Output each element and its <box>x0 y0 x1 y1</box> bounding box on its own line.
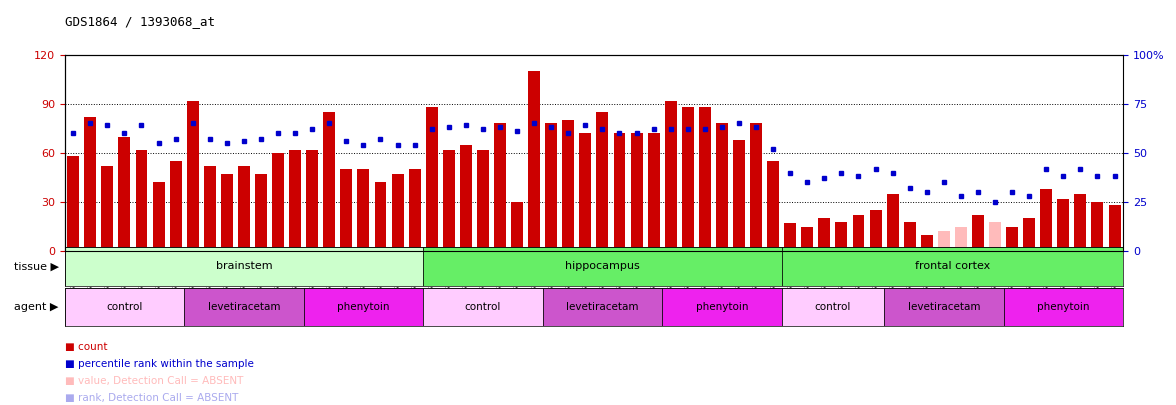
Bar <box>562 120 574 251</box>
Text: brainstem: brainstem <box>215 261 272 271</box>
Bar <box>1041 189 1053 251</box>
Bar <box>85 117 96 251</box>
Bar <box>887 194 898 251</box>
Bar <box>1057 199 1069 251</box>
Bar <box>682 107 694 251</box>
Text: control: control <box>815 302 851 312</box>
Text: ■ percentile rank within the sample: ■ percentile rank within the sample <box>65 359 254 369</box>
Bar <box>955 226 967 251</box>
Bar <box>1075 194 1087 251</box>
Text: levetiracetam: levetiracetam <box>208 302 280 312</box>
Bar <box>306 149 319 251</box>
Bar <box>853 215 864 251</box>
Bar <box>1091 202 1103 251</box>
Text: frontal cortex: frontal cortex <box>915 261 990 271</box>
Text: levetiracetam: levetiracetam <box>908 302 980 312</box>
Bar <box>699 107 710 251</box>
Text: hippocampus: hippocampus <box>564 261 640 271</box>
Text: agent ▶: agent ▶ <box>14 302 59 312</box>
Bar <box>818 218 830 251</box>
Text: tissue ▶: tissue ▶ <box>14 261 59 271</box>
Bar <box>921 235 933 251</box>
Bar <box>185 288 303 326</box>
Bar <box>973 215 984 251</box>
Bar <box>408 169 421 251</box>
Bar <box>272 153 285 251</box>
Bar <box>648 133 660 251</box>
Text: GDS1864 / 1393068_at: GDS1864 / 1393068_at <box>65 15 215 28</box>
Bar <box>221 174 233 251</box>
Bar <box>733 140 744 251</box>
Bar <box>169 161 181 251</box>
Bar <box>546 124 557 251</box>
Bar <box>784 223 796 251</box>
Bar <box>67 156 79 251</box>
Text: ■ rank, Detection Call = ABSENT: ■ rank, Detection Call = ABSENT <box>65 393 238 403</box>
Bar <box>767 161 779 251</box>
Bar <box>528 71 540 251</box>
Bar <box>477 149 489 251</box>
Bar <box>374 182 387 251</box>
Bar <box>801 226 814 251</box>
Bar <box>884 288 1003 326</box>
Bar <box>443 149 455 251</box>
Bar <box>1007 226 1018 251</box>
Bar <box>255 174 267 251</box>
Text: phenytoin: phenytoin <box>1037 302 1090 312</box>
Bar <box>542 288 662 326</box>
Text: control: control <box>465 302 501 312</box>
Bar <box>460 145 472 251</box>
Bar <box>716 124 728 251</box>
Bar <box>1109 205 1121 251</box>
Bar <box>65 247 423 286</box>
Bar <box>869 210 882 251</box>
Bar <box>596 112 608 251</box>
Bar <box>512 202 523 251</box>
Bar <box>119 136 131 251</box>
Bar <box>392 174 403 251</box>
Bar <box>903 222 916 251</box>
Text: ■ value, Detection Call = ABSENT: ■ value, Detection Call = ABSENT <box>65 376 243 386</box>
Bar <box>614 133 626 251</box>
Bar <box>782 247 1123 286</box>
Text: phenytoin: phenytoin <box>338 302 389 312</box>
Bar <box>937 231 950 251</box>
Bar <box>494 124 506 251</box>
Bar <box>1003 288 1123 326</box>
Bar <box>750 124 762 251</box>
Bar <box>187 100 199 251</box>
Bar <box>323 112 335 251</box>
Bar <box>630 133 642 251</box>
Bar <box>423 288 542 326</box>
Bar <box>153 182 165 251</box>
Bar <box>423 247 782 286</box>
Bar <box>1023 218 1035 251</box>
Text: control: control <box>106 302 142 312</box>
Bar <box>303 288 423 326</box>
Bar <box>782 288 884 326</box>
Bar <box>835 222 848 251</box>
Text: phenytoin: phenytoin <box>696 302 748 312</box>
Bar <box>426 107 437 251</box>
Bar <box>135 149 147 251</box>
Bar <box>289 149 301 251</box>
Bar <box>65 288 185 326</box>
Bar <box>358 169 369 251</box>
Bar <box>989 222 1001 251</box>
Bar <box>340 169 353 251</box>
Text: ■ count: ■ count <box>65 342 107 352</box>
Bar <box>580 133 592 251</box>
Bar <box>203 166 215 251</box>
Text: levetiracetam: levetiracetam <box>566 302 639 312</box>
Bar <box>662 288 782 326</box>
Bar <box>664 100 676 251</box>
Bar <box>238 166 249 251</box>
Bar <box>101 166 113 251</box>
